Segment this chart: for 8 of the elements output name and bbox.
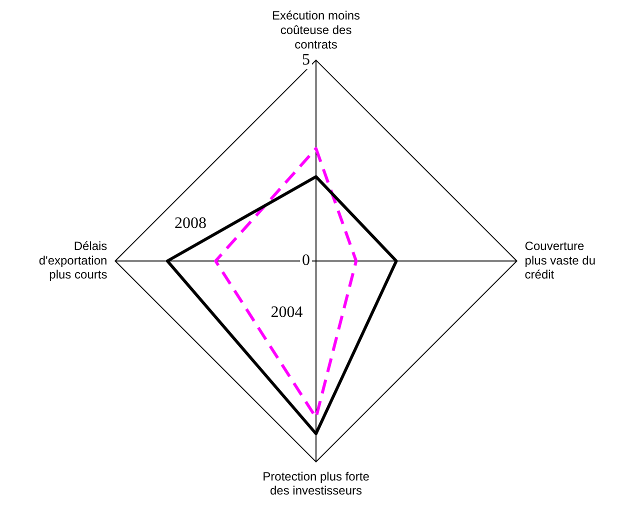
y-tick-label: 5 bbox=[302, 51, 310, 68]
series-label: 2008 bbox=[174, 215, 207, 232]
spoke-label: Couverture plus vaste du crédit bbox=[524, 238, 596, 282]
y-tick-label: 0 bbox=[302, 252, 310, 270]
spoke-label: Délais d'exportation plus courts bbox=[38, 238, 108, 282]
series-label: 2004 bbox=[270, 304, 303, 321]
spoke-label: Protection plus forte des investisseurs bbox=[262, 469, 370, 498]
spoke-label: Exécution moins coûteuse des contrats bbox=[272, 8, 360, 52]
